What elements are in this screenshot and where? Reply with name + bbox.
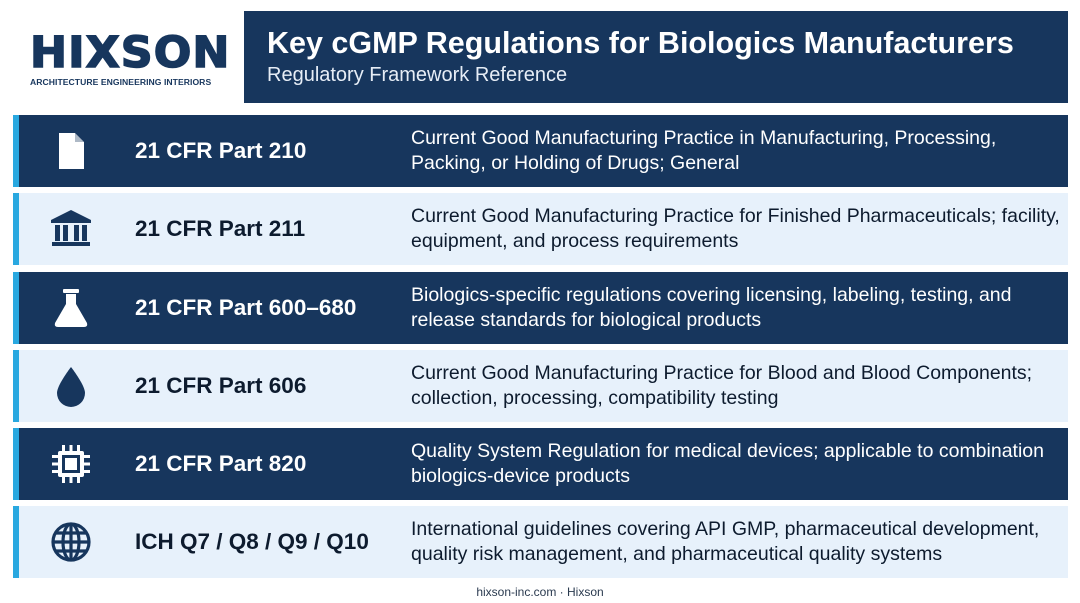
regulation-description: Current Good Manufacturing Practice in M… [411, 127, 997, 174]
regulation-row-part-210: 21 CFR Part 210 Current Good Manufacturi… [13, 115, 1068, 187]
regulation-code: 21 CFR Part 600–680 [135, 294, 357, 320]
regulation-row-part-211: 21 CFR Part 211 Current Good Manufacturi… [13, 193, 1068, 266]
document-icon [49, 129, 93, 173]
regulation-code: 21 CFR Part 210 [135, 138, 307, 163]
row-accent-bar [13, 193, 19, 266]
regulation-description: Current Good Manufacturing Practice for … [411, 205, 1060, 253]
row-accent-bar [13, 115, 19, 187]
logo-wordmark: HIXSON [29, 28, 231, 78]
regulation-description: Current Good Manufacturing Practice for … [411, 361, 1033, 409]
page-title: Key cGMP Regulations for Biologics Manuf… [267, 26, 1014, 60]
logo-tagline: ARCHITECTURE ENGINEERING INTERIORS [30, 77, 212, 87]
regulation-row-part-606: 21 CFR Part 606 Current Good Manufacturi… [13, 349, 1068, 422]
regulation-code: 21 CFR Part 211 [135, 216, 306, 242]
row-accent-bar [13, 349, 19, 422]
institution-icon [49, 207, 93, 251]
regulation-description: Biologics-specific regulations covering … [411, 283, 1012, 331]
regulation-code: ICH Q7 / Q8 / Q9 / Q10 [135, 529, 369, 555]
page-header: Key cGMP Regulations for Biologics Manuf… [244, 11, 1068, 103]
regulation-code: 21 CFR Part 820 [135, 451, 307, 477]
regulation-row-part-600-680: 21 CFR Part 600–680 Biologics-specific r… [13, 271, 1068, 344]
regulation-row-ich: ICH Q7 / Q8 / Q9 / Q10 International gui… [13, 506, 1068, 579]
footer-credit: hixson-inc.com · Hixson [476, 585, 604, 599]
company-logo: HIXSON ARCHITECTURE ENGINEERING INTERIOR… [29, 31, 230, 92]
globe-icon [49, 520, 93, 564]
flask-icon [49, 286, 93, 330]
row-accent-bar [13, 271, 19, 344]
regulation-list: 21 CFR Part 210 Current Good Manufacturi… [13, 115, 1068, 585]
row-accent-bar [13, 428, 19, 501]
chip-icon [49, 442, 93, 486]
page-subtitle: Regulatory Framework Reference [267, 64, 568, 86]
regulation-code: 21 CFR Part 606 [135, 372, 307, 398]
regulation-description: International guidelines covering API GM… [411, 518, 1040, 566]
drop-icon [49, 364, 93, 408]
row-accent-bar [13, 506, 19, 579]
regulation-row-part-820: 21 CFR Part 820 Quality System Regulatio… [13, 428, 1068, 501]
regulation-description: Quality System Regulation for medical de… [411, 440, 1044, 488]
